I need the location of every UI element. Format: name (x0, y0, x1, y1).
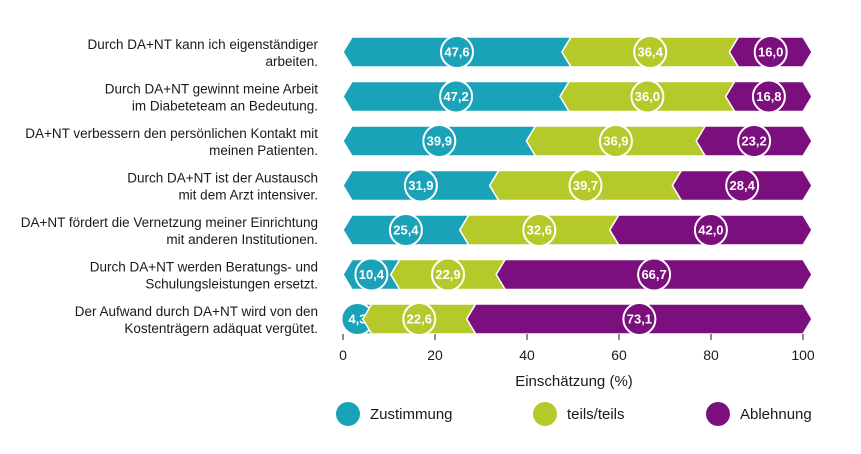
value-badge (753, 35, 788, 69)
category-label-line: Schulungsleistungen ersetzt. (145, 277, 318, 292)
category-label-line: Durch DA+NT gewinnt meine Arbeit (105, 82, 318, 97)
x-tick-label: 100 (791, 347, 815, 363)
value-label: 28,4 (730, 178, 756, 193)
value-label: 4,3 (348, 312, 366, 327)
value-badge (422, 124, 457, 158)
value-badge (431, 257, 465, 292)
category-label: Durch DA+NT gewinnt meine Arbeit im Diabe… (105, 82, 318, 114)
legend-swatch (336, 402, 360, 426)
x-tick-label: 0 (339, 347, 347, 363)
value-badge (737, 124, 772, 158)
category-label: Durch DA+NT werden Beratungs- und Schulun… (90, 260, 318, 292)
legend-swatch (533, 402, 557, 426)
value-badge (402, 302, 437, 336)
value-label: 47,2 (443, 89, 468, 104)
value-label: 32,6 (527, 223, 552, 238)
category-label-line: im Diabeteteam an Bedeutung. (132, 99, 318, 114)
category-label-line: arbeiten. (265, 54, 318, 69)
x-tick-label: 40 (519, 347, 535, 363)
value-badge (403, 168, 438, 203)
category-label-line: Der Aufwand durch DA+NT wird von den (75, 304, 318, 319)
category-label: Durch DA+NT kann ich eigenständiger arbei… (87, 37, 318, 69)
legend-label: Ablehnung (740, 406, 812, 423)
value-badge (622, 302, 657, 336)
x-axis-title: Einschätzung (%) (515, 373, 633, 390)
value-label: 25,4 (393, 223, 419, 238)
value-badge (693, 213, 728, 247)
category-label-line: mit anderen Institutionen. (166, 232, 318, 247)
value-label: 36,9 (603, 134, 628, 149)
x-axis: 0 20 40 60 80 100 (339, 334, 815, 363)
x-tick-label: 20 (427, 347, 443, 363)
value-badge (568, 168, 603, 203)
value-label: 39,9 (427, 134, 452, 149)
value-label: 66,7 (641, 267, 666, 282)
value-label: 31,9 (408, 178, 433, 193)
value-badge (388, 213, 423, 247)
value-badge (751, 79, 786, 114)
value-label: 42,0 (698, 223, 723, 238)
category-label-line: DA+NT fördert die Vernetzung meiner Einr… (21, 215, 318, 230)
category-label-line: Kostenträgern adäquat vergütet. (124, 321, 318, 336)
value-label: 47,6 (444, 45, 469, 60)
value-badge (439, 79, 474, 114)
x-tick-label: 80 (703, 347, 719, 363)
value-label: 23,2 (741, 134, 766, 149)
bars: 47,6 36,4 16,0 47,2 36,0 16,8 39,9 36,9 23,2 31,9… (340, 35, 813, 336)
category-label-line: Durch DA+NT kann ich eigenständiger (87, 37, 318, 52)
category-label-line: DA+NT verbessern den persönlichen Kontak… (25, 126, 318, 141)
value-badge (598, 124, 633, 158)
category-label: Der Aufwand durch DA+NT wird von den Kost… (75, 304, 318, 336)
value-label: 22,6 (407, 312, 432, 327)
value-badge (633, 35, 668, 69)
category-label-line: meinen Patienten. (209, 143, 318, 158)
value-badge (725, 168, 760, 203)
category-label: DA+NT verbessern den persönlichen Kontak… (25, 126, 318, 158)
value-badge (522, 213, 557, 247)
category-label-line: Durch DA+NT ist der Austausch (127, 171, 318, 186)
category-label: Durch DA+NT ist der Austausch mit dem Arz… (127, 171, 318, 203)
value-label: 16,8 (756, 89, 781, 104)
legend-swatch (706, 402, 730, 426)
legend: Zustimmung teils/teils Ablehnung (336, 402, 812, 426)
value-label: 16,0 (758, 45, 783, 60)
value-label: 39,7 (573, 178, 598, 193)
value-badge (630, 79, 665, 114)
category-labels: Durch DA+NT kann ich eigenständiger arbei… (21, 37, 319, 336)
x-tick-label: 60 (611, 347, 627, 363)
value-badge (637, 257, 672, 292)
legend-label: teils/teils (567, 406, 625, 423)
category-label: DA+NT fördert die Vernetzung meiner Einr… (21, 215, 318, 247)
value-label: 10,4 (359, 267, 385, 282)
value-label: 73,1 (627, 312, 652, 327)
value-label: 36,0 (635, 89, 660, 104)
value-badge (354, 257, 389, 292)
legend-label: Zustimmung (370, 406, 453, 423)
category-label-line: mit dem Arzt intensiver. (178, 188, 318, 203)
value-label: 36,4 (638, 45, 664, 60)
value-badge (440, 35, 474, 69)
value-label: 22,9 (435, 267, 460, 282)
category-label-line: Durch DA+NT werden Beratungs- und (90, 260, 318, 275)
